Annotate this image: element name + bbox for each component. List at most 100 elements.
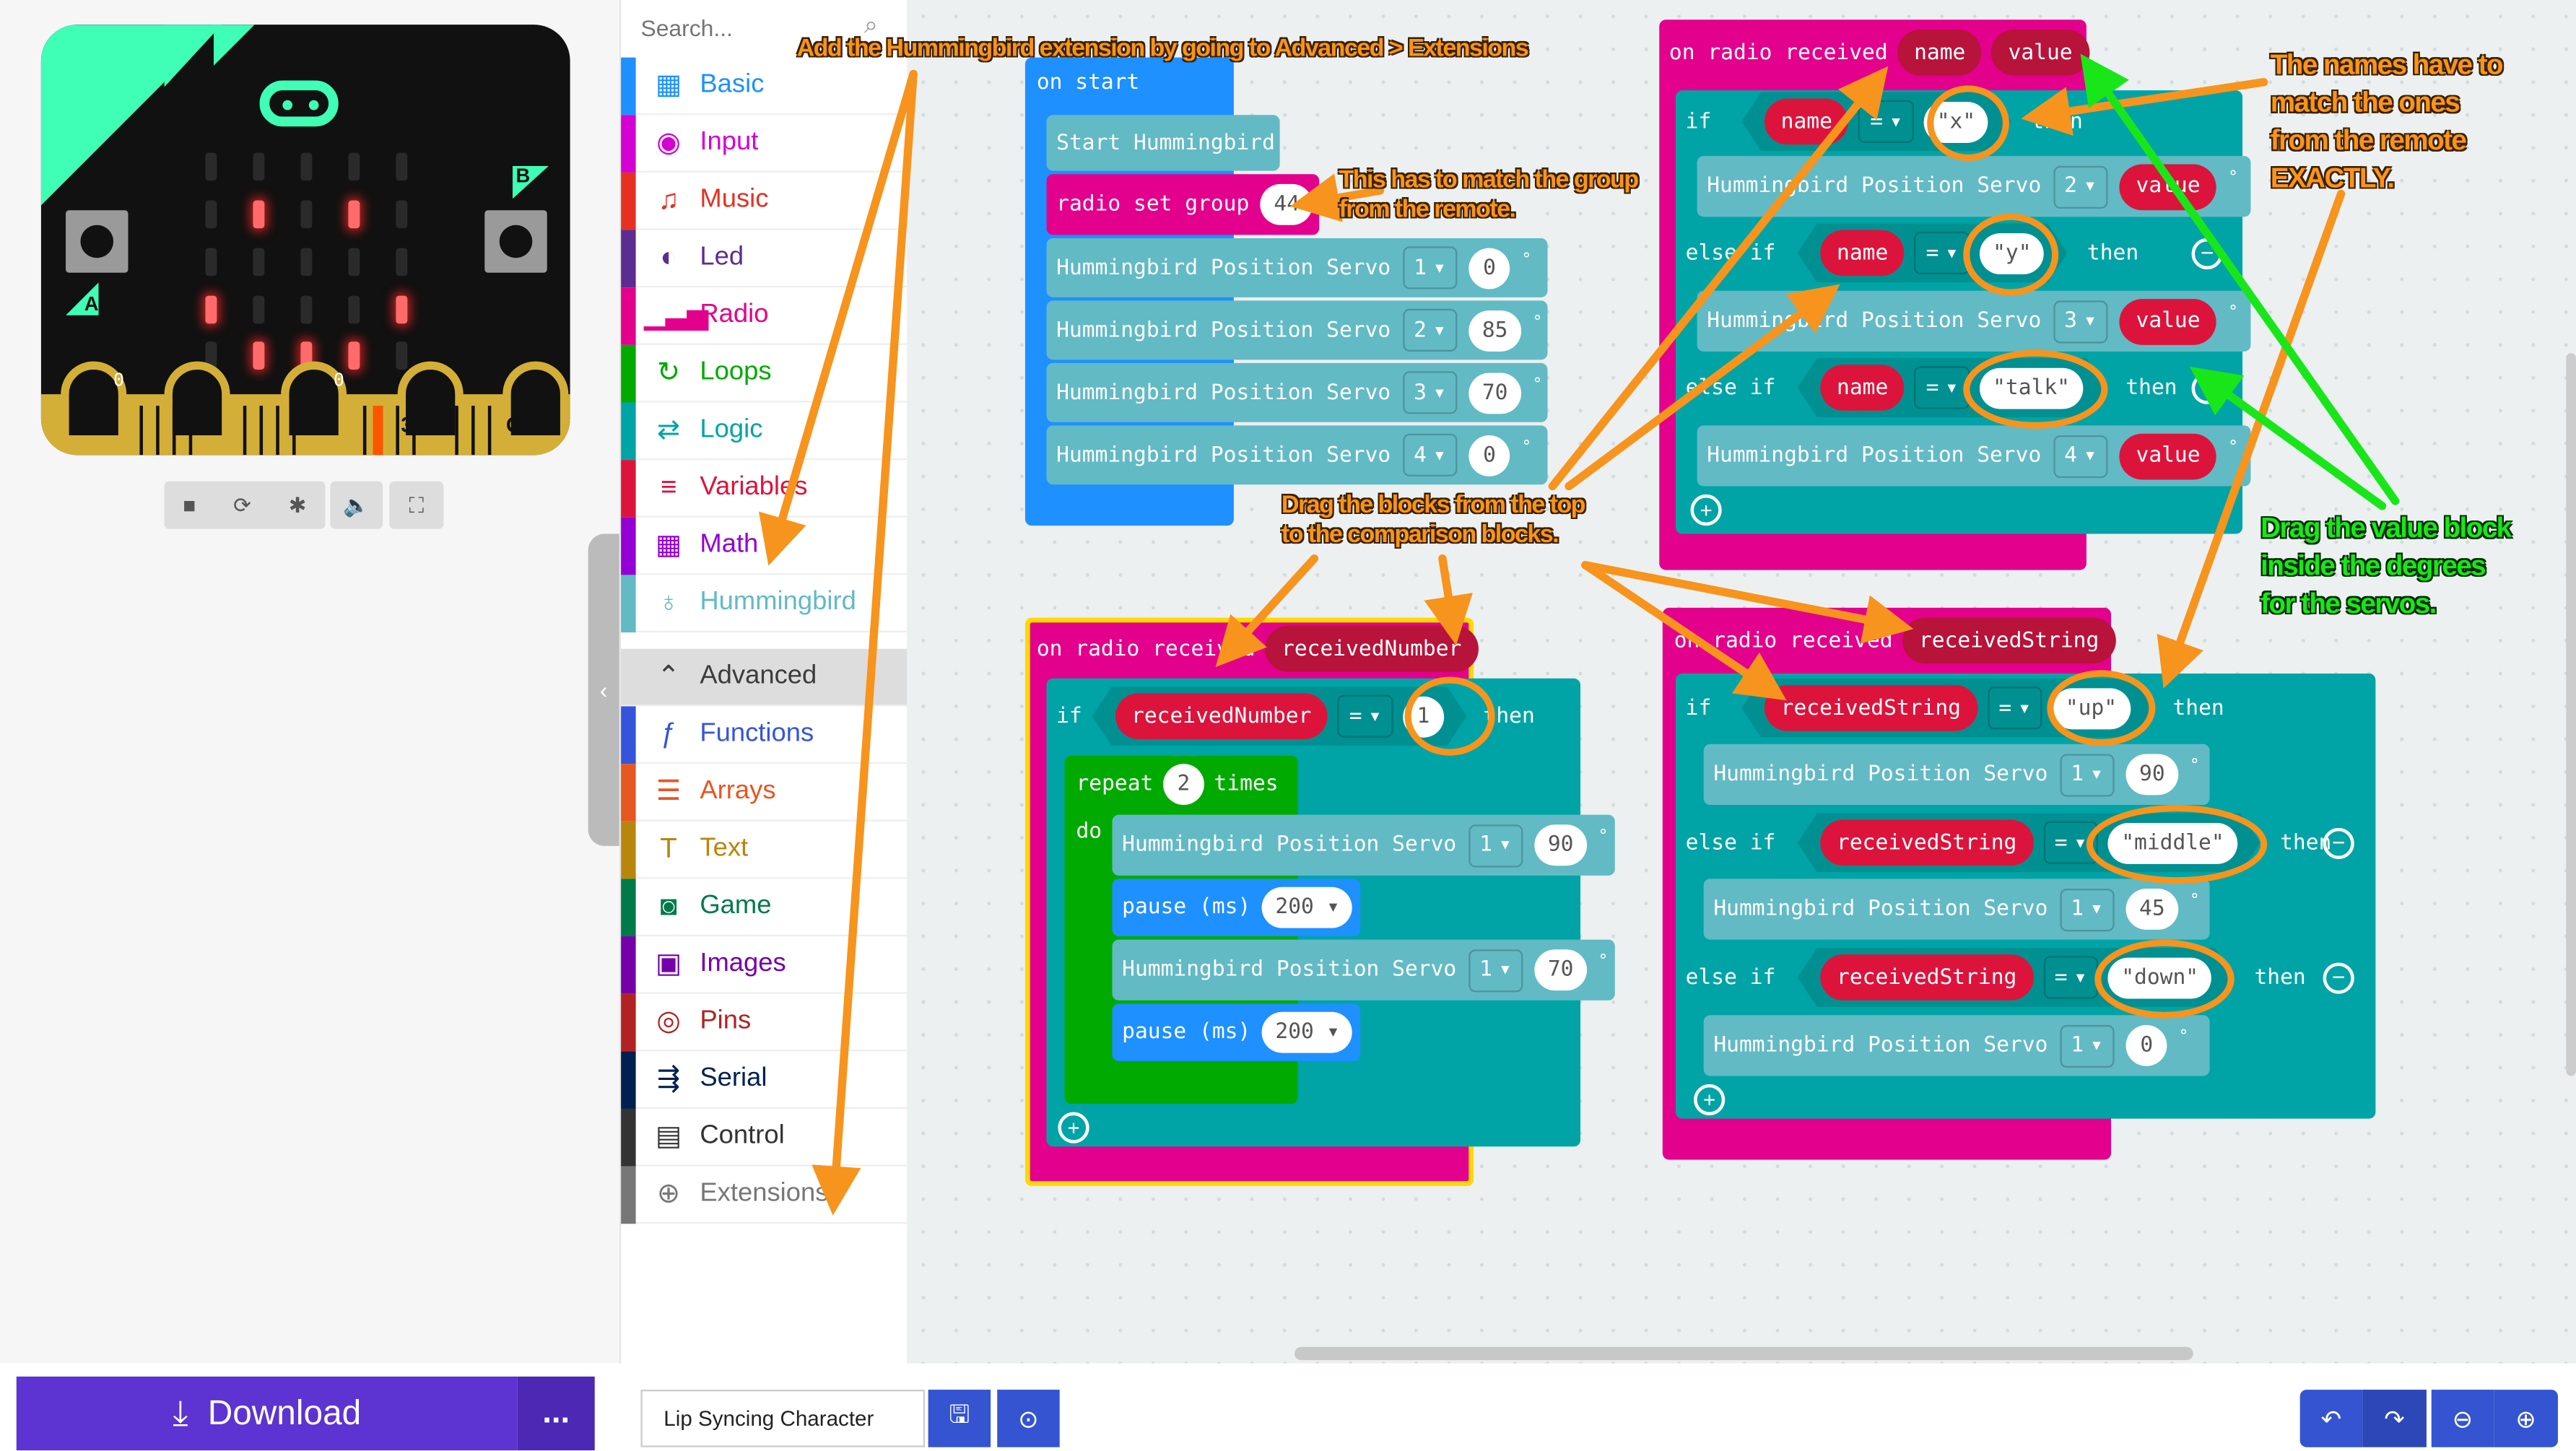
start-hummingbird-block[interactable]: Start Hummingbird (1046, 115, 1280, 171)
angle-input[interactable]: 0 (1468, 247, 1510, 289)
remove-branch-icon[interactable]: − (2323, 827, 2354, 858)
toolbox-category-pins[interactable]: ◎ Pins (621, 993, 909, 1052)
value-variable[interactable]: value (2119, 163, 2217, 210)
position-servo-block[interactable]: Hummingbird Position Servo 4 ▾ value ° (1697, 425, 2251, 487)
stop-icon[interactable]: ■ (183, 492, 196, 518)
toolbox-category-basic[interactable]: ▦ Basic (621, 56, 909, 116)
position-servo-block[interactable]: Hummingbird Position Servo 4 ▾ 0 ° (1046, 425, 1548, 485)
variable-reporter[interactable]: receivedString (1820, 954, 2033, 1001)
position-servo-block[interactable]: Hummingbird Position Servo 1 ▾ 0 ° (1703, 1015, 2210, 1076)
toolbox-category-advanced[interactable]: ⌃ Advanced (621, 648, 909, 707)
servo-port-dropdown[interactable]: 4 ▾ (1402, 433, 1458, 476)
comparison-block[interactable]: receivedNumber = ▾ 1 (1092, 687, 1466, 746)
vertical-scrollbar[interactable] (2566, 353, 2576, 1076)
value-variable[interactable]: value (2119, 432, 2217, 479)
variable-reporter[interactable]: name (1820, 365, 1905, 411)
more-options-button[interactable]: ... (517, 1376, 595, 1451)
operator-dropdown[interactable]: = ▾ (1338, 695, 1393, 738)
toolbox-category-hummingbird[interactable]: ♁ Hummingbird (621, 574, 909, 633)
repeat-count-input[interactable]: 2 (1162, 762, 1204, 804)
pause-dropdown[interactable]: 200 ▾ (1262, 1011, 1353, 1053)
pin-4[interactable] (502, 361, 569, 444)
fullscreen-button[interactable]: ⛶ (389, 481, 444, 529)
restart-icon[interactable]: ⟳ (233, 492, 251, 517)
pin-0[interactable] (61, 361, 127, 444)
variable-reporter[interactable]: receivedString (1820, 819, 2033, 866)
toolbox-category-control[interactable]: ▤ Control (621, 1107, 909, 1167)
undo-button[interactable]: ↶ (2299, 1390, 2363, 1447)
toolbox-category-math[interactable]: ▦ Math (621, 516, 909, 575)
position-servo-block[interactable]: Hummingbird Position Servo 1 ▾ 90 ° (1112, 814, 1615, 876)
zoom-out-button[interactable]: ⊖ (2431, 1390, 2494, 1447)
toolbox-category-images[interactable]: ▣ Images (621, 935, 909, 994)
received-string-parameter[interactable]: receivedString (1902, 617, 2116, 664)
servo-port-dropdown[interactable]: 1 ▾ (1468, 949, 1523, 992)
redo-button[interactable]: ↷ (2362, 1390, 2427, 1447)
position-servo-block[interactable]: Hummingbird Position Servo 2 ▾ 85 ° (1046, 300, 1548, 360)
mute-button[interactable]: 🔈 (330, 481, 383, 529)
angle-input[interactable]: 90 (2125, 754, 2178, 796)
angle-input[interactable]: 85 (1468, 309, 1521, 351)
position-servo-block[interactable]: Hummingbird Position Servo 1 ▾ 45 ° (1703, 879, 2210, 940)
toolbox-category-logic[interactable]: ⇄ Logic (621, 401, 909, 461)
button-b[interactable] (484, 210, 547, 273)
position-servo-block[interactable]: Hummingbird Position Servo 1 ▾ 70 ° (1112, 939, 1615, 1001)
value-variable[interactable]: value (2119, 298, 2217, 344)
horizontal-scrollbar[interactable] (1294, 1346, 2193, 1361)
github-button[interactable]: ⊙ (997, 1390, 1060, 1447)
toolbox-category-functions[interactable]: ƒ Functions (621, 705, 909, 764)
angle-input[interactable]: 70 (1468, 372, 1521, 414)
servo-port-dropdown[interactable]: 1 ▾ (2059, 753, 2115, 796)
microbit-simulator[interactable]: A B 0123VGND00 (40, 25, 570, 456)
pin-3[interactable] (397, 361, 464, 444)
toolbox-category-arrays[interactable]: ☰ Arrays (621, 762, 909, 822)
servo-port-dropdown[interactable]: 1 ▾ (2059, 1024, 2115, 1067)
zoom-in-button[interactable]: ⊕ (2494, 1390, 2558, 1447)
servo-port-dropdown[interactable]: 2 ▾ (1402, 308, 1458, 352)
operator-dropdown[interactable]: = ▾ (2043, 822, 2099, 864)
toolbox-category-serial[interactable]: ⇶ Serial (621, 1050, 909, 1109)
toolbox-category-extensions[interactable]: ⊕ Extensions (621, 1165, 909, 1224)
button-a[interactable] (66, 210, 129, 273)
angle-input[interactable]: 0 (1468, 434, 1510, 476)
download-button[interactable]: ⤓ Download (16, 1376, 518, 1451)
toolbox-category-game[interactable]: ◙ Game (621, 878, 909, 937)
pause-dropdown[interactable]: 200 ▾ (1262, 886, 1353, 928)
position-servo-block[interactable]: Hummingbird Position Servo 3 ▾ 70 ° (1046, 362, 1548, 422)
radio-set-group-block[interactable]: radio set group 44 (1046, 174, 1320, 235)
save-button[interactable]: 🖫 (928, 1390, 991, 1447)
angle-input[interactable]: 0 (2125, 1024, 2167, 1066)
search-input[interactable] (637, 13, 858, 43)
angle-input[interactable]: 45 (2125, 889, 2178, 930)
toolbox-category-loops[interactable]: ↻ Loops (621, 344, 909, 403)
project-name-input[interactable] (640, 1390, 926, 1447)
servo-port-dropdown[interactable]: 4 ▾ (2053, 434, 2108, 478)
toolbox-category-music[interactable]: ♫ Music (621, 171, 909, 230)
pause-block[interactable]: pause (ms) 200 ▾ (1112, 1003, 1361, 1061)
pause-block[interactable]: pause (ms) 200 ▾ (1112, 879, 1361, 937)
add-else-icon[interactable]: + (1690, 494, 1722, 526)
search-icon[interactable]: ⌕ (863, 11, 879, 40)
angle-input[interactable]: 90 (1534, 824, 1587, 866)
debug-icon[interactable]: ✱ (288, 492, 307, 517)
variable-reporter[interactable]: name (1820, 230, 1905, 276)
toolbox-category-text[interactable]: T Text (621, 820, 909, 879)
received-number-variable[interactable]: receivedNumber (1115, 693, 1328, 739)
servo-port-dropdown[interactable]: 1 ▾ (1402, 246, 1458, 289)
operator-dropdown[interactable]: = ▾ (1987, 687, 2042, 729)
servo-port-dropdown[interactable]: 1 ▾ (2059, 887, 2115, 931)
pin-2[interactable] (281, 361, 347, 444)
add-else-icon[interactable]: + (1694, 1084, 1726, 1116)
remove-branch-icon[interactable]: − (2323, 962, 2354, 993)
variable-reporter[interactable]: receivedString (1765, 685, 1977, 731)
angle-input[interactable]: 70 (1534, 949, 1587, 991)
toolbox-category-led[interactable]: ◐ Led (621, 229, 909, 288)
collapse-simulator-button[interactable]: ‹ (588, 533, 619, 846)
servo-port-dropdown[interactable]: 3 ▾ (2053, 300, 2108, 343)
toolbox-category-radio[interactable]: ▁▃▅ Radio (621, 287, 909, 345)
servo-port-dropdown[interactable]: 3 ▾ (1402, 371, 1458, 414)
add-else-icon[interactable]: + (1058, 1112, 1089, 1143)
servo-port-dropdown[interactable]: 1 ▾ (1468, 824, 1523, 867)
name-parameter[interactable]: name (1897, 29, 1983, 76)
position-servo-block[interactable]: Hummingbird Position Servo 1 ▾ 0 ° (1046, 238, 1548, 297)
